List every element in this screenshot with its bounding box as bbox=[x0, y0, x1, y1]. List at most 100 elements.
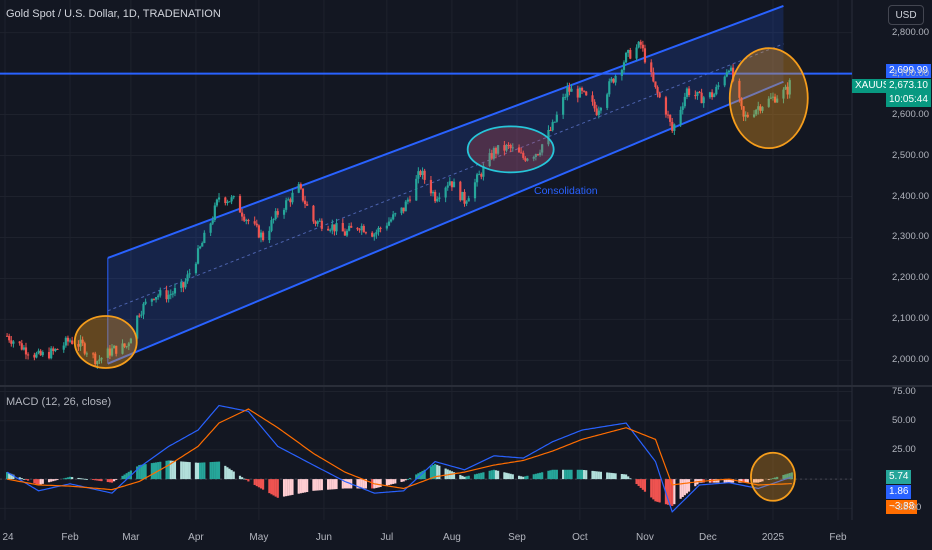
histogram-bar bbox=[316, 479, 319, 491]
candle-body bbox=[52, 348, 55, 352]
candle-body bbox=[127, 343, 130, 347]
candle-body bbox=[159, 290, 162, 296]
channel-lower-line[interactable] bbox=[107, 80, 784, 365]
candle-body bbox=[490, 153, 493, 159]
histogram-bar bbox=[211, 461, 214, 480]
histogram-bar bbox=[729, 479, 733, 483]
candle-body bbox=[771, 96, 775, 98]
histogram-bar bbox=[759, 479, 762, 482]
histogram-bar bbox=[727, 479, 730, 483]
histogram-bar bbox=[597, 471, 600, 480]
histogram-bar bbox=[459, 474, 462, 480]
histogram-bar bbox=[22, 478, 25, 480]
candle-body bbox=[375, 232, 378, 235]
histogram-bar bbox=[303, 479, 307, 493]
histogram-bar bbox=[62, 478, 65, 480]
countdown-tag: 10:05:44 bbox=[886, 93, 931, 107]
time-axis-label: Jul bbox=[380, 532, 394, 543]
candle-body bbox=[360, 225, 363, 231]
histogram-bar bbox=[241, 477, 244, 480]
histogram-bar bbox=[534, 473, 537, 480]
candle-body bbox=[524, 157, 527, 161]
histogram-bar bbox=[423, 469, 426, 480]
candle-body bbox=[85, 353, 88, 355]
candle-body bbox=[129, 338, 132, 344]
candle-body bbox=[108, 348, 112, 356]
histogram-bar bbox=[301, 479, 305, 493]
histogram-bar bbox=[436, 464, 439, 480]
histogram-bar bbox=[26, 479, 30, 481]
candle-body bbox=[303, 200, 307, 205]
candle-body bbox=[591, 95, 594, 102]
histogram-bar bbox=[100, 479, 103, 482]
histogram-bar bbox=[150, 463, 153, 480]
macd-line bbox=[6, 404, 793, 513]
candle-body bbox=[387, 221, 391, 226]
time-axis-label: Nov bbox=[636, 532, 654, 543]
february-low-ellipse[interactable] bbox=[73, 315, 138, 369]
candle-body bbox=[522, 152, 525, 158]
candle-body bbox=[610, 78, 613, 82]
histogram-bar bbox=[532, 474, 535, 480]
candle-body bbox=[488, 153, 491, 167]
candle-body bbox=[217, 197, 221, 200]
histogram-bar bbox=[652, 479, 655, 500]
candle-body bbox=[786, 86, 789, 95]
histogram-bar bbox=[343, 479, 347, 489]
candle-body bbox=[289, 199, 292, 203]
histogram-bar bbox=[509, 473, 512, 480]
histogram-bar bbox=[562, 469, 565, 480]
candle-body bbox=[740, 97, 743, 107]
histogram-bar bbox=[182, 461, 185, 480]
histogram-bar bbox=[186, 461, 189, 480]
consolidation-zone-ellipse[interactable] bbox=[466, 125, 555, 174]
histogram-bar bbox=[327, 479, 330, 490]
candle-body bbox=[759, 106, 762, 111]
candle-body bbox=[568, 87, 571, 92]
price-axis-label: 2,800.00 bbox=[892, 26, 929, 38]
histogram-bar bbox=[18, 477, 21, 480]
histogram-bar bbox=[755, 479, 758, 483]
histogram-bar bbox=[494, 470, 498, 480]
candle-body bbox=[173, 288, 177, 294]
candle-body bbox=[480, 174, 483, 177]
channel-upper-line[interactable] bbox=[107, 5, 784, 259]
macd-highlight-ellipse[interactable] bbox=[750, 451, 796, 502]
candle-body bbox=[12, 341, 15, 344]
candle-body bbox=[658, 93, 661, 98]
histogram-bar bbox=[415, 474, 418, 480]
candle-body bbox=[641, 44, 644, 49]
histogram-bar bbox=[769, 478, 772, 480]
histogram-bar bbox=[314, 479, 317, 491]
candle-body bbox=[379, 227, 382, 229]
candle-body bbox=[274, 211, 277, 219]
candle-body bbox=[68, 340, 72, 342]
histogram-bar bbox=[488, 470, 491, 480]
candle-body bbox=[232, 196, 235, 198]
histogram-bar bbox=[444, 468, 447, 480]
histogram-bar bbox=[41, 479, 44, 484]
price-axis-label: 2,300.00 bbox=[892, 231, 929, 243]
histogram-bar bbox=[255, 479, 258, 487]
candle-body bbox=[713, 94, 716, 98]
candle-body bbox=[113, 345, 116, 349]
candle-body bbox=[94, 353, 97, 365]
histogram-bar bbox=[536, 473, 540, 480]
price-axis-label: 2,200.00 bbox=[892, 272, 929, 284]
macd-indicator-label[interactable]: MACD (12, 26, close) bbox=[6, 396, 112, 408]
candle-body bbox=[77, 343, 80, 347]
histogram-bar bbox=[717, 479, 720, 483]
histogram-bar bbox=[553, 469, 556, 480]
currency-button[interactable]: USD bbox=[888, 5, 924, 25]
candle-body bbox=[106, 348, 109, 358]
candle-body bbox=[404, 201, 407, 212]
candle-body bbox=[465, 201, 468, 204]
macd-line-value: 1.86 bbox=[886, 485, 912, 499]
histogram-bar bbox=[232, 471, 235, 480]
january-retest-ellipse[interactable] bbox=[728, 47, 809, 150]
histogram-bar bbox=[549, 470, 552, 480]
histogram-bar bbox=[379, 479, 382, 487]
candle-body bbox=[213, 205, 216, 221]
histogram-bar bbox=[152, 462, 156, 480]
